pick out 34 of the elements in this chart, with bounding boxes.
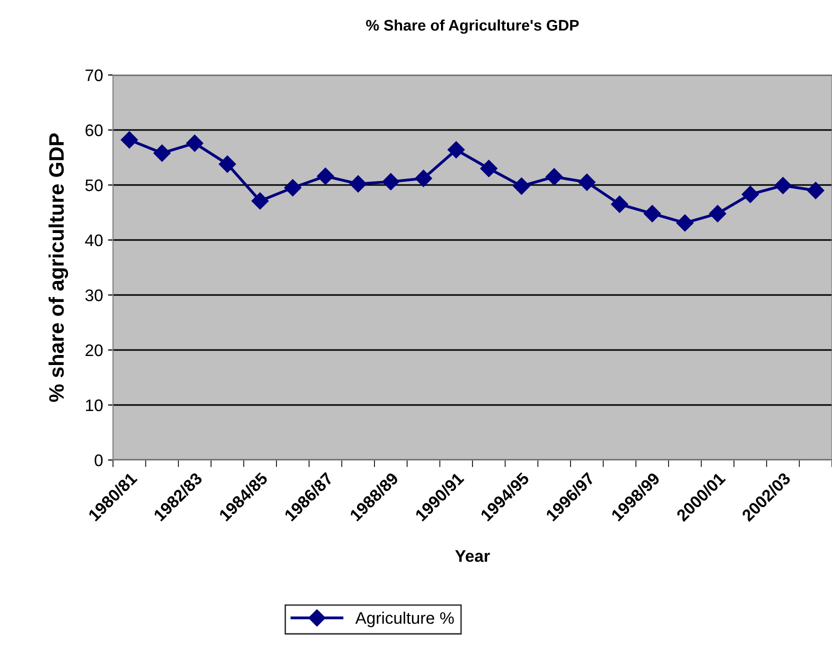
y-tick-label: 60: [86, 124, 103, 136]
y-tick-label: 10: [86, 399, 103, 412]
y-tick-label: 70: [86, 69, 103, 82]
point: [316, 168, 334, 185]
point: [742, 186, 759, 203]
point: [676, 214, 694, 232]
y-axis-title: % share of agriculture GDP: [48, 133, 68, 402]
legend-label: Agriculture %: [355, 612, 454, 628]
point: [284, 179, 302, 196]
y-tick-label: 20: [86, 344, 103, 356]
point: [611, 196, 628, 213]
point: [414, 170, 432, 187]
point: [512, 178, 530, 195]
point: [153, 144, 171, 162]
point: [218, 156, 236, 173]
point: [546, 168, 563, 186]
point: [382, 173, 400, 190]
point: [350, 175, 367, 192]
chart-title: % Share of Agriculture's GDP: [366, 19, 579, 34]
x-axis-title: Year: [455, 550, 490, 562]
y-tick-label: 50: [85, 179, 103, 192]
point: [448, 141, 465, 158]
point: [578, 174, 596, 191]
point: [709, 205, 726, 222]
point: [807, 182, 824, 200]
point: [120, 131, 138, 148]
y-tick-label: 0: [94, 454, 103, 466]
point: [480, 160, 498, 178]
y-tick-label: 30: [85, 289, 103, 302]
y-tick-label: 40: [85, 234, 103, 246]
point: [186, 134, 204, 152]
point: [644, 205, 661, 222]
point: [252, 192, 269, 210]
point: [774, 177, 792, 194]
